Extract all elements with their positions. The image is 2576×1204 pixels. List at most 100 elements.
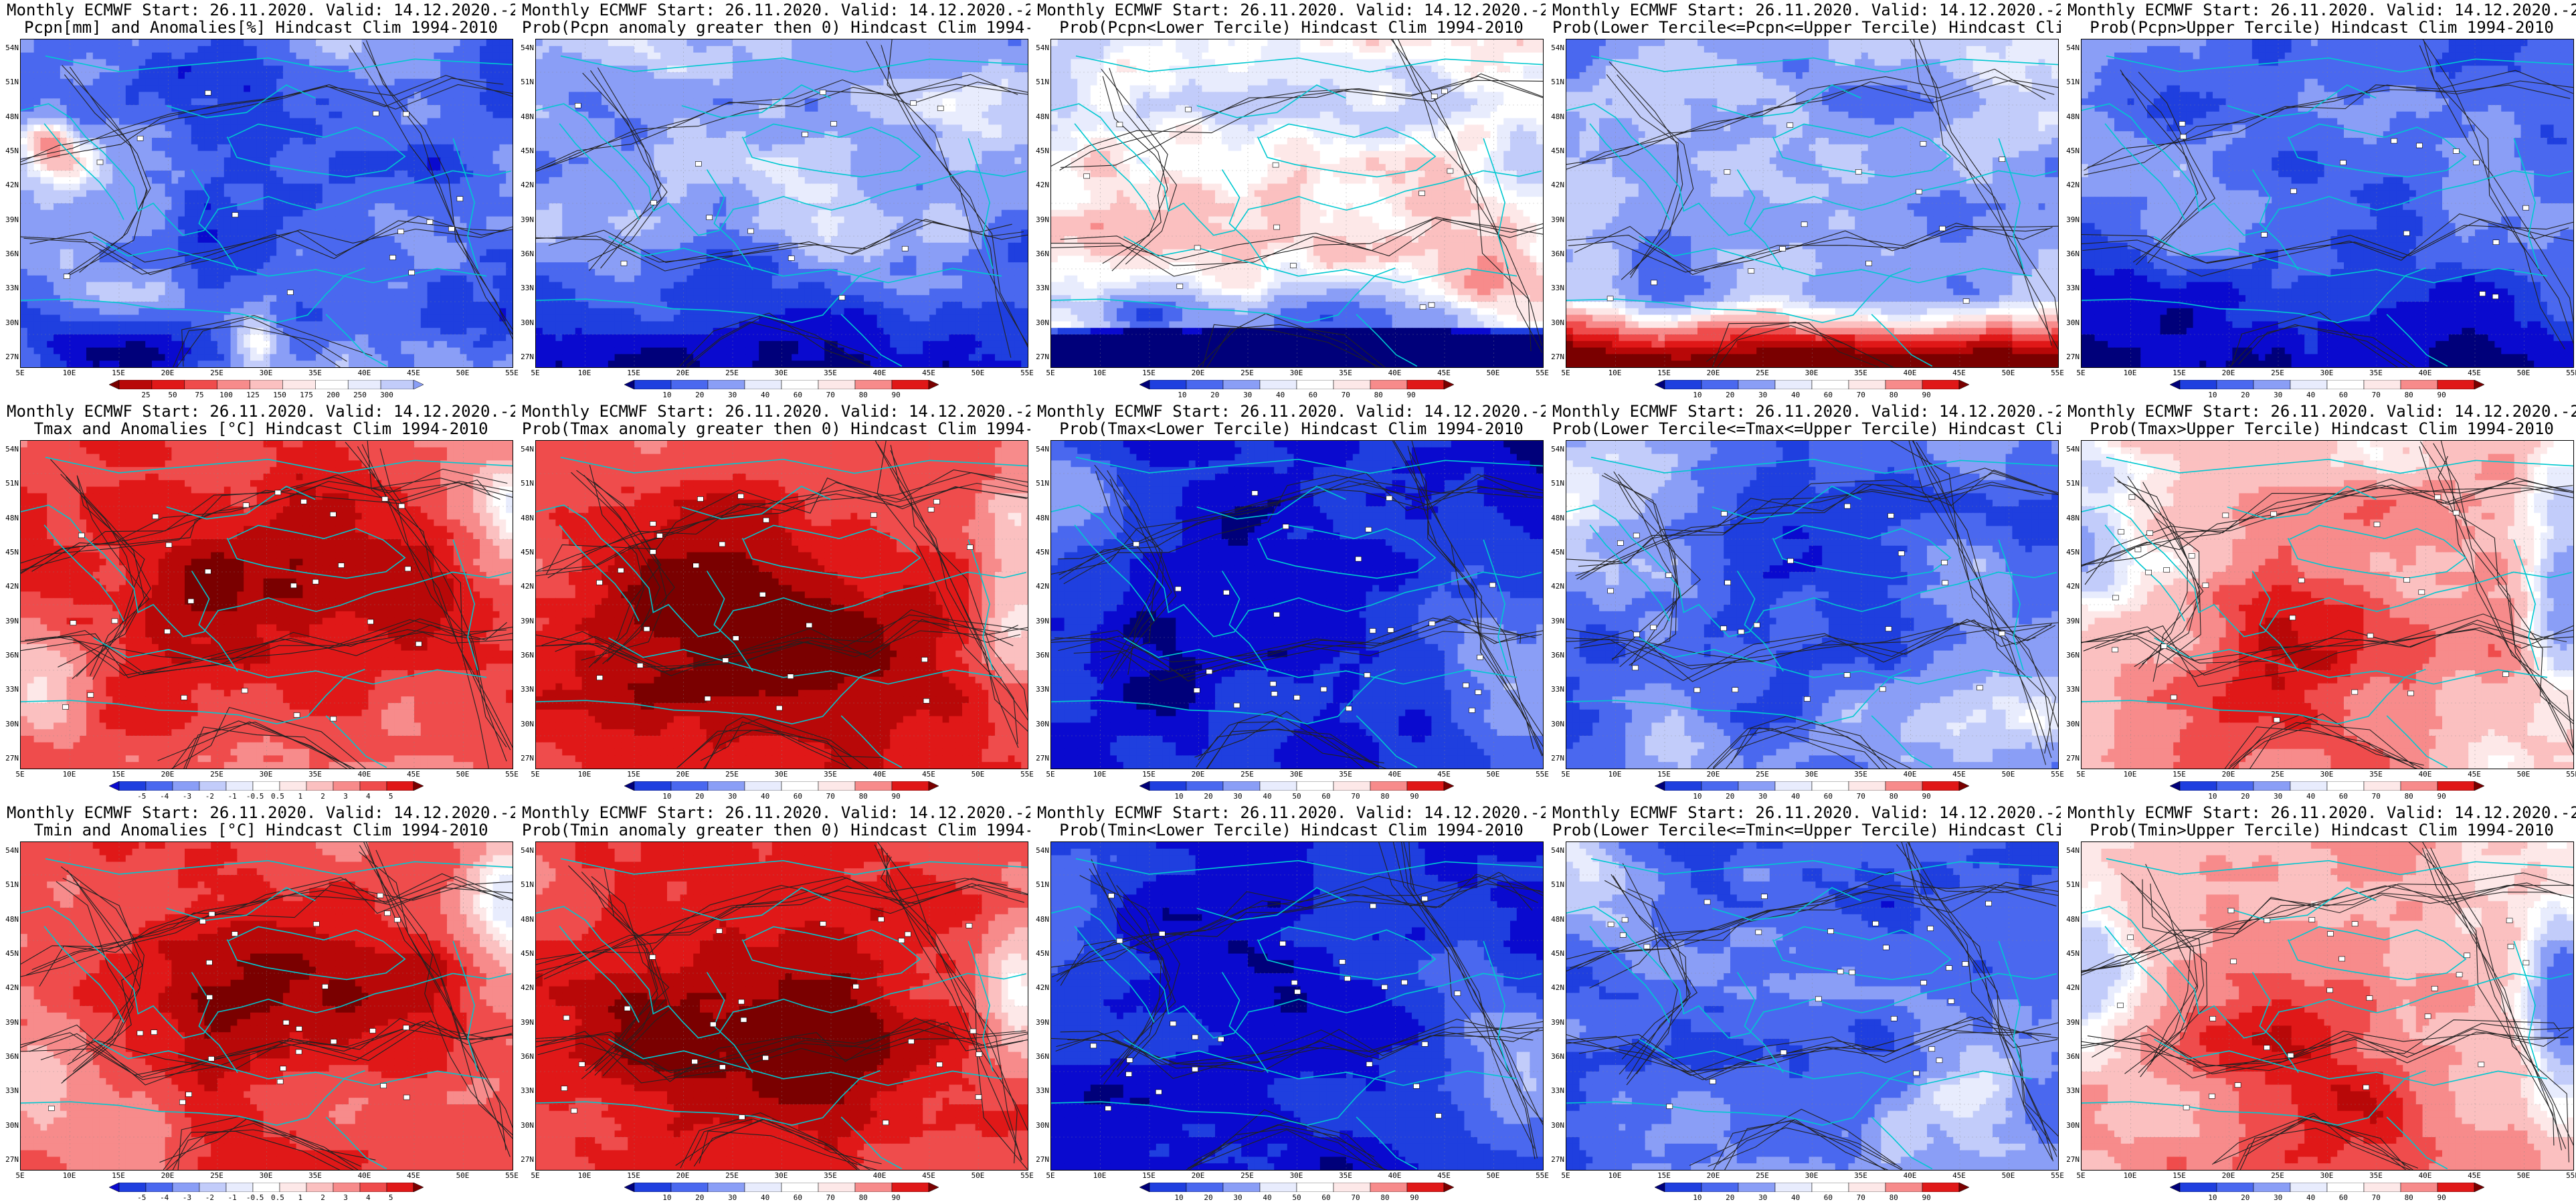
lon-tick-label: 35E — [1339, 1172, 1352, 1180]
lat-tick-label: 27N — [2061, 755, 2080, 763]
panel-title-line2: Prob(Tmax<Lower Tercile) Hindcast Clim 1… — [1037, 420, 1546, 437]
lon-tick-label: 40E — [358, 1172, 371, 1180]
colorbar-tick-label: 70 — [2372, 1194, 2381, 1202]
forecast-map-field — [1051, 842, 1543, 1170]
forecast-map-field — [1566, 39, 2058, 367]
colorbar — [2170, 380, 2484, 389]
lon-tick-label: 15E — [627, 1172, 640, 1180]
lon-tick-label: 5E — [1046, 369, 1054, 377]
lat-tick-label: 45N — [2061, 147, 2080, 155]
forecast-map — [1566, 841, 2059, 1171]
lat-tick-label: 33N — [1030, 1087, 1049, 1095]
lon-tick-label: 25E — [210, 771, 223, 779]
lon-tick-label: 45E — [922, 771, 935, 779]
lat-tick-label: 45N — [2061, 548, 2080, 557]
forecast-map — [1566, 440, 2059, 769]
colorbar-tick-label: 60 — [2339, 391, 2348, 399]
colorbar-tick-label: 70 — [1351, 793, 1360, 801]
colorbar-tick-label: 60 — [1309, 391, 1317, 399]
panel-title-line1: Monthly ECMWF Start: 26.11.2020. Valid: … — [1552, 403, 2061, 420]
lat-tick-label: 45N — [2061, 950, 2080, 958]
lon-tick-label: 20E — [2222, 1172, 2235, 1180]
lon-tick-label: 40E — [1904, 771, 1917, 779]
lon-tick-label: 10E — [1093, 369, 1107, 377]
lon-tick-label: 25E — [1240, 1172, 1254, 1180]
lat-tick-label: 33N — [0, 284, 19, 292]
colorbar-tick-label: -4 — [160, 793, 169, 801]
lat-tick-label: 36N — [515, 1053, 534, 1061]
colorbar — [109, 781, 424, 791]
lat-tick-label: 42N — [0, 583, 19, 591]
colorbar-tick-label: 90 — [1410, 1194, 1418, 1202]
lon-tick-label: 25E — [725, 1172, 739, 1180]
lon-tick-label: 45E — [1952, 771, 1966, 779]
colorbar-tick-label: 40 — [2306, 391, 2315, 399]
lat-tick-label: 27N — [1546, 1156, 1564, 1164]
lat-tick-label: 30N — [1546, 720, 1564, 728]
lat-tick-label: 27N — [0, 755, 19, 763]
lon-tick-label: 50E — [972, 369, 985, 377]
lon-tick-label: 15E — [112, 1172, 125, 1180]
lon-tick-label: 35E — [1854, 369, 1867, 377]
lon-tick-label: 30E — [2320, 1172, 2334, 1180]
lon-tick-label: 50E — [456, 771, 470, 779]
lat-tick-label: 39N — [0, 215, 19, 224]
panel-title-line1: Monthly ECMWF Start: 26.11.2020. Valid: … — [1037, 1, 1546, 19]
colorbar-tick-label: 80 — [859, 391, 868, 399]
lat-tick-label: 45N — [0, 548, 19, 557]
colorbar-tick-label: 90 — [891, 793, 900, 801]
lon-tick-label: 50E — [456, 369, 470, 377]
lon-tick-label: 30E — [1290, 771, 1303, 779]
lon-tick-label: 10E — [578, 369, 591, 377]
colorbar-tick-label: 70 — [1857, 391, 1865, 399]
colorbar — [1655, 380, 1969, 389]
colorbar-swatches — [624, 781, 939, 791]
lon-tick-label: 25E — [210, 1172, 223, 1180]
lat-tick-label: 48N — [2061, 514, 2080, 522]
lat-tick-label: 48N — [1546, 112, 1564, 121]
lat-tick-label: 51N — [1030, 881, 1049, 889]
lat-tick-label: 54N — [2061, 44, 2080, 52]
lon-tick-label: 35E — [1339, 771, 1352, 779]
colorbar-tick-label: 4 — [366, 1194, 371, 1202]
lon-tick-label: 10E — [1608, 1172, 1622, 1180]
lat-tick-label: 48N — [2061, 915, 2080, 924]
lat-tick-label: 33N — [2061, 1087, 2080, 1095]
panel-title-line2: Prob(Lower Tercile<=Tmin<=Upper Tercile)… — [1552, 821, 2061, 839]
lon-tick-label: 20E — [676, 1172, 690, 1180]
lat-tick-label: 39N — [515, 215, 534, 224]
lat-tick-label: 54N — [515, 445, 534, 454]
lat-tick-label: 36N — [1030, 651, 1049, 660]
lon-tick-label: 45E — [1437, 771, 1451, 779]
lon-tick-label: 20E — [1192, 1172, 1205, 1180]
panel-title-line1: Monthly ECMWF Start: 26.11.2020. Valid: … — [1037, 804, 1546, 821]
lat-tick-label: 48N — [1030, 112, 1049, 121]
forecast-map-field — [536, 441, 1028, 769]
colorbar-tick-label: 70 — [826, 793, 835, 801]
lat-tick-label: 30N — [2061, 1121, 2080, 1130]
forecast-map — [20, 841, 513, 1171]
colorbar-tick-label: 90 — [1922, 391, 1930, 399]
lat-tick-label: 51N — [2061, 480, 2080, 488]
lon-tick-label: 35E — [2369, 369, 2383, 377]
colorbar-tick-label: 150 — [273, 391, 286, 399]
forecast-map-field — [2082, 441, 2573, 769]
colorbar-tick-label: 40 — [1791, 1194, 1800, 1202]
colorbar-tick-label: 40 — [1791, 391, 1800, 399]
colorbar — [109, 1183, 424, 1192]
lat-tick-label: 33N — [1546, 284, 1564, 292]
lat-tick-label: 42N — [1030, 181, 1049, 189]
panel-title-line2: Tmax and Anomalies [°C] Hindcast Clim 19… — [7, 420, 515, 437]
lat-tick-label: 27N — [2061, 353, 2080, 361]
lat-tick-label: 48N — [0, 514, 19, 522]
forecast-map-field — [1566, 842, 2058, 1170]
lat-tick-label: 48N — [0, 112, 19, 121]
colorbar-tick-label: 30 — [2274, 793, 2282, 801]
lon-tick-label: 15E — [1657, 369, 1671, 377]
lat-tick-label: 48N — [1030, 514, 1049, 522]
colorbar-tick-label: 30 — [728, 391, 737, 399]
lat-tick-label: 30N — [515, 720, 534, 728]
lat-tick-label: 51N — [1030, 78, 1049, 86]
colorbar-tick-label: 30 — [1758, 793, 1767, 801]
colorbar-tick-label: 70 — [1342, 391, 1350, 399]
